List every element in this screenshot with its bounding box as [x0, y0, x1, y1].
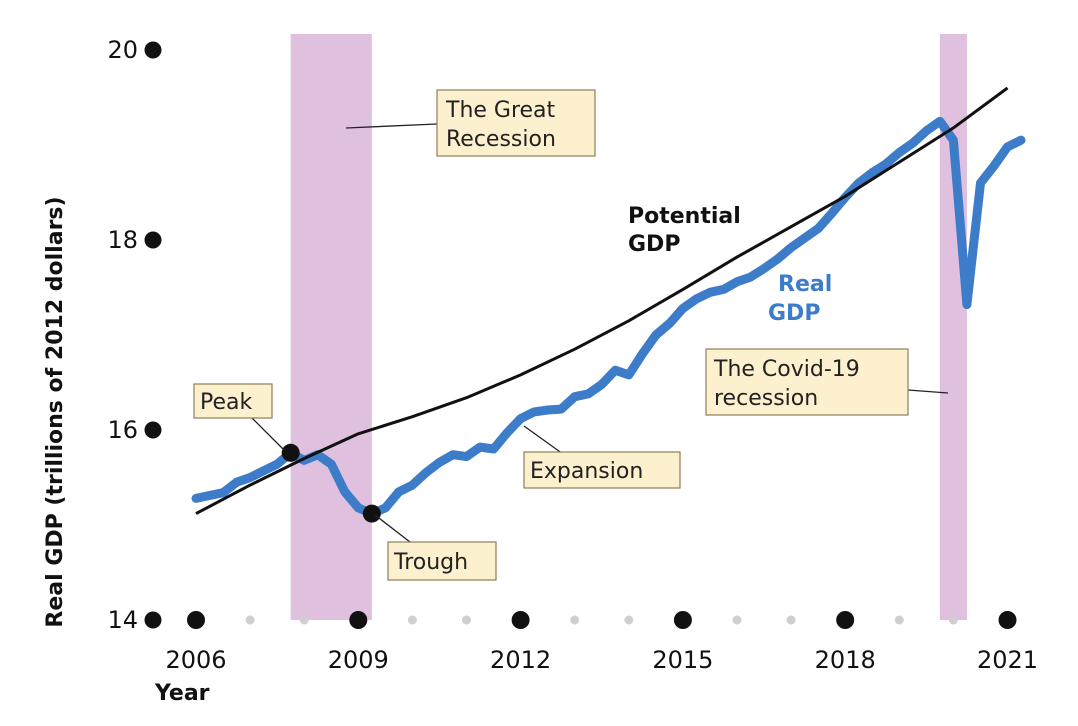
peak-label: Peak — [200, 390, 252, 415]
annotation-leader-lines — [251, 123, 949, 543]
y-tick-label: 16 — [107, 416, 138, 444]
real-label-line1: Real — [778, 272, 832, 297]
covid-line1: The Covid-19 — [713, 357, 860, 382]
leader-covid — [907, 389, 949, 394]
x-axis-ticks: 2006 2009 2012 2015 2018 2021 — [165, 646, 1038, 674]
annotation-great-recession: The Great Recession — [436, 89, 596, 157]
x-marker-major — [187, 611, 205, 629]
y-tick-dot — [144, 41, 162, 59]
x-marker-minor — [570, 615, 580, 625]
leader-great-recession — [345, 123, 438, 129]
x-marker-major — [349, 611, 368, 629]
x-marker-major — [836, 611, 855, 629]
x-axis-markers — [187, 611, 1017, 629]
real-gdp-label: Real GDP — [768, 272, 832, 326]
x-tick-label: 2006 — [165, 646, 226, 674]
recession-band-1 — [290, 34, 372, 620]
x-marker-minor — [407, 615, 417, 625]
x-marker-minor — [732, 615, 742, 625]
annotation-covid: The Covid-19 recession — [705, 348, 909, 416]
annotation-trough: Trough — [387, 541, 497, 581]
great-recession-line2: Recession — [446, 127, 556, 152]
potential-gdp-label: Potential GDP — [628, 204, 741, 257]
x-tick-label: 2012 — [490, 646, 551, 674]
series-lines — [191, 86, 1026, 519]
y-tick-label: 18 — [107, 226, 138, 254]
recession-bands — [290, 34, 967, 620]
x-marker-minor — [948, 615, 958, 625]
y-tick-dot — [144, 421, 162, 439]
y-tick-label: 14 — [107, 606, 138, 634]
y-tick-dot — [144, 231, 162, 249]
x-marker-minor — [462, 615, 471, 625]
x-axis-title: Year — [154, 681, 210, 706]
leader-expansion — [523, 425, 564, 455]
leader-trough — [374, 514, 411, 543]
x-marker-major — [511, 611, 530, 629]
real-gdp-line — [191, 116, 1026, 519]
expansion-label: Expansion — [530, 459, 643, 484]
trough-marker — [362, 504, 381, 523]
x-marker-minor — [624, 615, 634, 625]
covid-line2: recession — [714, 386, 818, 411]
x-tick-label: 2021 — [977, 646, 1038, 674]
x-marker-minor — [299, 615, 309, 625]
y-tick-label: 20 — [107, 36, 138, 64]
x-tick-label: 2009 — [328, 646, 389, 674]
x-marker-minor — [894, 615, 904, 625]
y-axis-title: Real GDP (trillions of 2012 dollars) — [43, 196, 68, 627]
leader-peak — [251, 417, 285, 451]
potential-label-line2: GDP — [628, 232, 680, 257]
turning-point-markers — [281, 443, 381, 523]
trough-label: Trough — [393, 550, 468, 575]
y-tick-dot — [144, 611, 162, 629]
y-axis-ticks: 14 16 18 20 — [107, 36, 162, 634]
x-marker-minor — [245, 615, 255, 625]
x-marker-major — [673, 611, 692, 629]
x-tick-label: 2018 — [815, 646, 876, 674]
potential-label-line1: Potential — [628, 204, 741, 229]
x-tick-label: 2015 — [652, 646, 713, 674]
real-label-line2: GDP — [768, 301, 820, 326]
annotation-peak: Peak — [193, 383, 273, 419]
x-marker-minor — [786, 615, 796, 625]
peak-marker — [281, 443, 300, 462]
potential-gdp-line — [195, 86, 1009, 515]
x-marker-major — [998, 611, 1017, 629]
annotation-expansion: Expansion — [523, 451, 681, 489]
great-recession-line1: The Great — [445, 98, 556, 123]
